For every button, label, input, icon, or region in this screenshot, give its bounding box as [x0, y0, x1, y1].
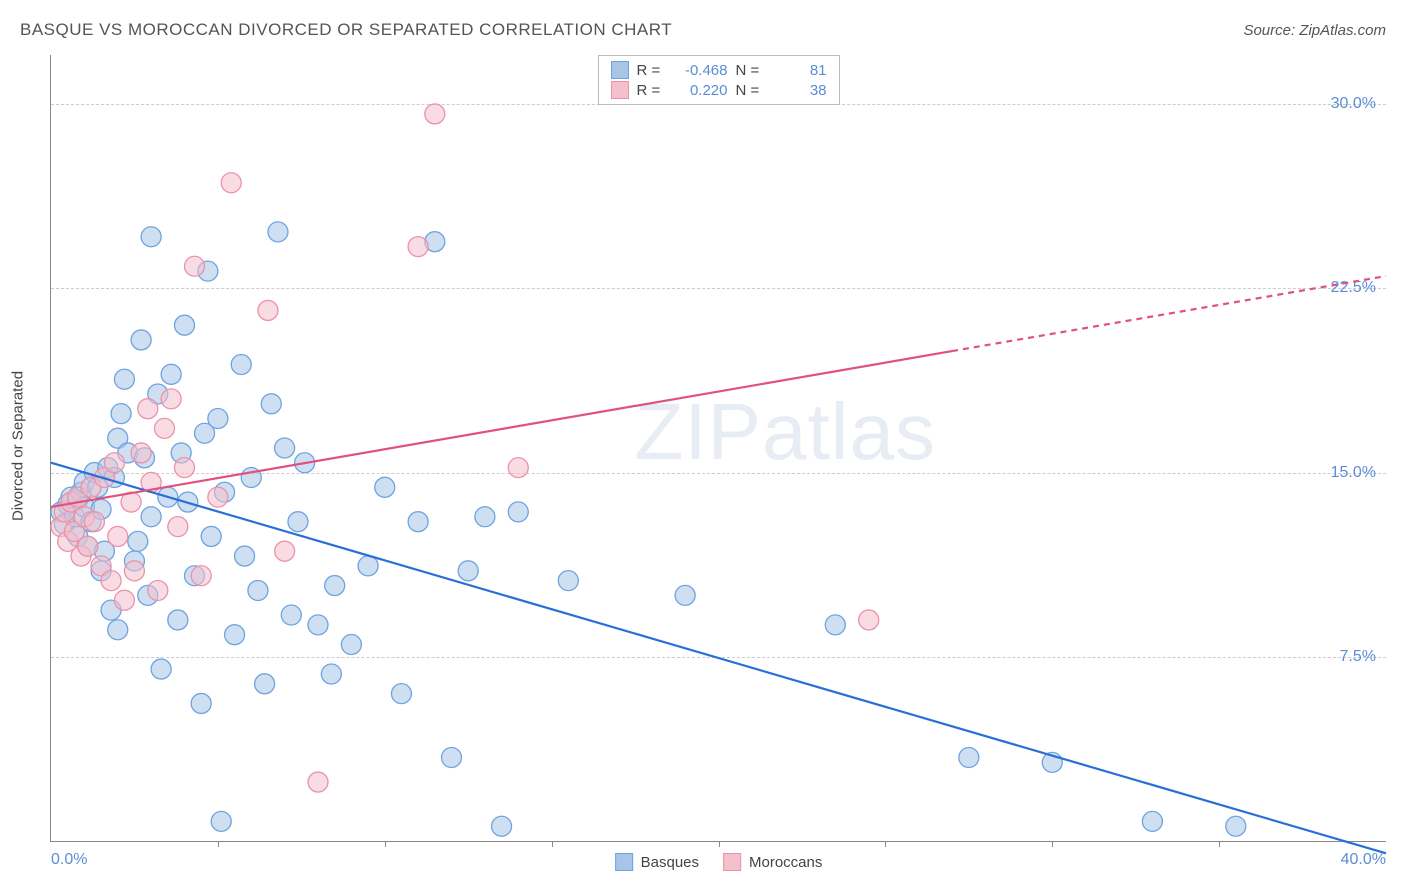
data-point — [275, 541, 295, 561]
x-tick — [218, 841, 219, 847]
data-point — [255, 674, 275, 694]
data-point — [161, 389, 181, 409]
data-point — [148, 580, 168, 600]
trend-line-dashed — [952, 276, 1386, 351]
x-tick — [885, 841, 886, 847]
trend-line — [51, 351, 952, 507]
data-point — [235, 546, 255, 566]
data-point — [114, 590, 134, 610]
data-point — [128, 531, 148, 551]
data-point — [275, 438, 295, 458]
data-point — [84, 512, 104, 532]
data-point — [141, 227, 161, 247]
data-point — [408, 512, 428, 532]
x-tick — [385, 841, 386, 847]
data-point — [114, 369, 134, 389]
data-point — [358, 556, 378, 576]
correlation-legend: R = -0.468 N = 81 R = 0.220 N = 38 — [598, 55, 840, 105]
series-legend: Basques Moroccans — [615, 853, 823, 871]
data-point — [391, 684, 411, 704]
data-point — [288, 512, 308, 532]
data-point — [154, 418, 174, 438]
data-point — [321, 664, 341, 684]
data-point — [208, 487, 228, 507]
legend-row-moroccans: R = 0.220 N = 38 — [611, 80, 827, 100]
data-point — [425, 104, 445, 124]
x-tick — [1219, 841, 1220, 847]
data-point — [442, 747, 462, 767]
data-point — [375, 477, 395, 497]
data-point — [168, 610, 188, 630]
x-tick-label: 0.0% — [51, 851, 87, 869]
data-point — [108, 526, 128, 546]
data-point — [138, 399, 158, 419]
legend-item-basques: Basques — [615, 853, 699, 871]
data-point — [211, 811, 231, 831]
data-point — [859, 610, 879, 630]
scatter-chart: ZIPatlas R = -0.468 N = 81 R = 0.220 N =… — [50, 55, 1386, 842]
source-attribution: Source: ZipAtlas.com — [1243, 22, 1386, 39]
data-point — [248, 580, 268, 600]
data-point — [308, 772, 328, 792]
data-point — [131, 443, 151, 463]
data-point — [558, 571, 578, 591]
data-point — [341, 635, 361, 655]
data-point — [104, 453, 124, 473]
x-tick — [552, 841, 553, 847]
data-point — [281, 605, 301, 625]
data-point — [258, 300, 278, 320]
data-point — [959, 747, 979, 767]
data-point — [268, 222, 288, 242]
data-point — [175, 315, 195, 335]
data-point — [175, 458, 195, 478]
data-point — [161, 364, 181, 384]
plot-svg — [51, 55, 1386, 841]
x-tick-label: 40.0% — [1341, 851, 1386, 869]
data-point — [231, 354, 251, 374]
data-point — [111, 404, 131, 424]
data-point — [492, 816, 512, 836]
swatch-basques — [615, 853, 633, 871]
data-point — [458, 561, 478, 581]
data-point — [475, 507, 495, 527]
chart-title: BASQUE VS MOROCCAN DIVORCED OR SEPARATED… — [20, 20, 672, 40]
data-point — [191, 693, 211, 713]
data-point — [141, 507, 161, 527]
swatch-moroccans — [611, 81, 629, 99]
swatch-moroccans — [723, 853, 741, 871]
data-point — [185, 256, 205, 276]
data-point — [131, 330, 151, 350]
data-point — [191, 566, 211, 586]
data-point — [1142, 811, 1162, 831]
data-point — [124, 561, 144, 581]
data-point — [201, 526, 221, 546]
data-point — [168, 517, 188, 537]
chart-header: BASQUE VS MOROCCAN DIVORCED OR SEPARATED… — [20, 20, 1386, 40]
data-point — [208, 409, 228, 429]
data-point — [408, 237, 428, 257]
data-point — [101, 571, 121, 591]
data-point — [325, 576, 345, 596]
data-point — [825, 615, 845, 635]
data-point — [1226, 816, 1246, 836]
data-point — [221, 173, 241, 193]
swatch-basques — [611, 61, 629, 79]
data-point — [151, 659, 171, 679]
data-point — [675, 585, 695, 605]
data-point — [508, 502, 528, 522]
data-point — [225, 625, 245, 645]
legend-row-basques: R = -0.468 N = 81 — [611, 60, 827, 80]
x-tick — [719, 841, 720, 847]
trend-line — [51, 463, 1386, 854]
data-point — [508, 458, 528, 478]
data-point — [108, 620, 128, 640]
y-axis-label: Divorced or Separated — [10, 371, 27, 521]
data-point — [308, 615, 328, 635]
x-tick — [1052, 841, 1053, 847]
data-point — [78, 536, 98, 556]
data-point — [261, 394, 281, 414]
legend-item-moroccans: Moroccans — [723, 853, 822, 871]
